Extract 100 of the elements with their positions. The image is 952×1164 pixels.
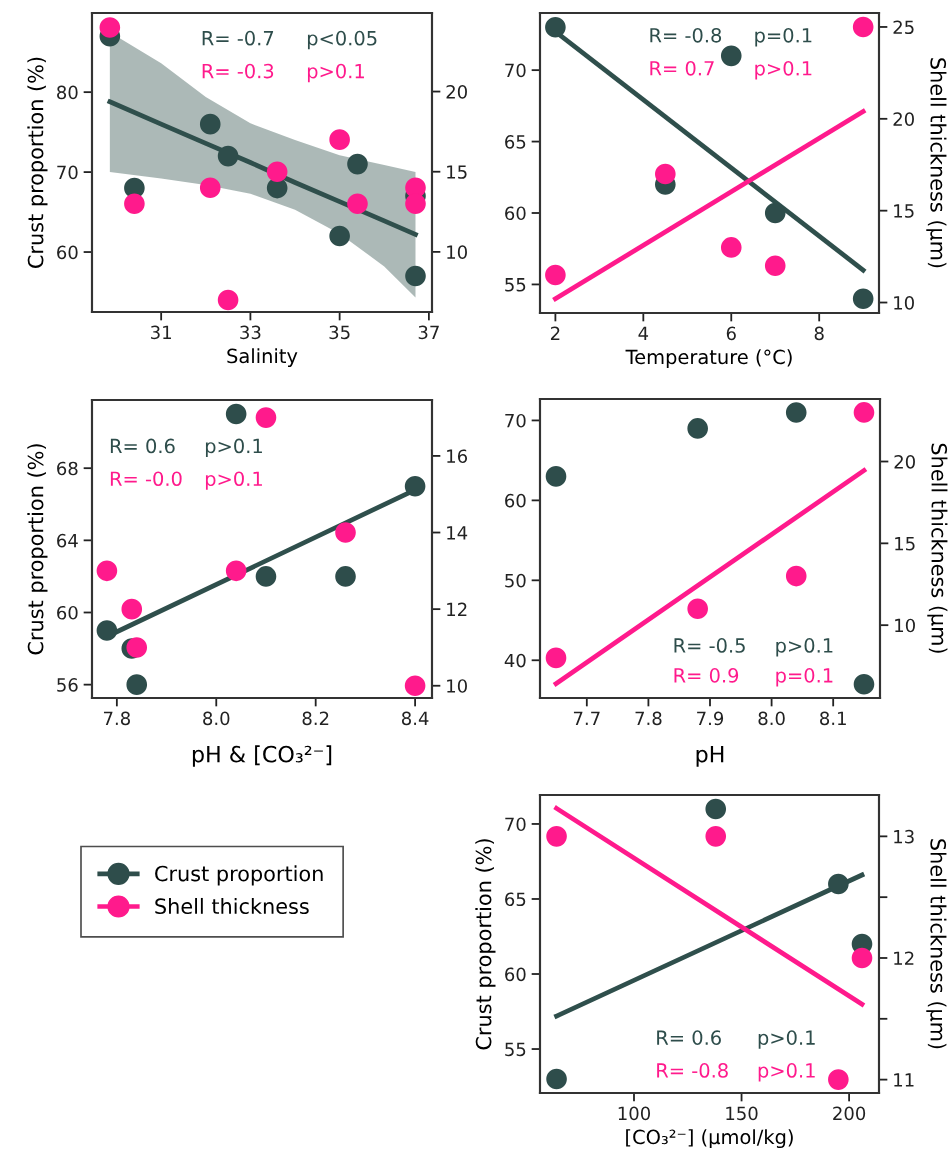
x-axis-title: pH xyxy=(696,746,724,767)
point xyxy=(785,402,807,423)
x-tick-label: 8.0 xyxy=(758,711,785,726)
point xyxy=(852,288,874,310)
x-axis-title: pH & [CO₃²⁻] xyxy=(192,745,332,767)
point xyxy=(121,598,143,620)
point xyxy=(335,566,356,587)
annotation: R= -0.5 xyxy=(674,638,745,653)
y-tick-label: 60 xyxy=(505,967,526,982)
y-tick-label: 40 xyxy=(504,653,526,668)
y-tick-label: 56 xyxy=(57,678,78,692)
point xyxy=(347,153,368,175)
point xyxy=(546,1068,567,1090)
y2-tick-label: 14 xyxy=(447,526,468,540)
point xyxy=(217,145,239,167)
y-tick-label: 70 xyxy=(505,413,526,428)
point xyxy=(705,826,727,847)
y-tick-label: 64 xyxy=(57,533,78,548)
point xyxy=(255,566,277,587)
y-tick-label: 70 xyxy=(57,165,78,180)
point xyxy=(545,16,566,38)
y-tick-label: 70 xyxy=(505,63,526,78)
point xyxy=(225,403,247,425)
y2-tick-label: 11 xyxy=(894,1073,914,1087)
y2-tick-label: 13 xyxy=(894,829,914,844)
y2-tick-label: 20 xyxy=(894,454,915,469)
y2-tick-label: 15 xyxy=(447,165,467,179)
x-tick-label: 8.1 xyxy=(820,711,846,726)
point xyxy=(124,193,145,215)
x-tick-label: 4 xyxy=(638,326,649,340)
y-tick-label: 60 xyxy=(57,605,78,620)
point xyxy=(199,113,221,135)
y2-tick-label: 15 xyxy=(895,537,915,551)
point xyxy=(545,466,567,487)
point xyxy=(405,193,426,215)
annotation: p>0.1 xyxy=(758,1063,815,1082)
y2-tick-label: 12 xyxy=(894,951,914,965)
x-tick-label: 100 xyxy=(618,1106,651,1121)
point xyxy=(720,45,742,67)
annotation: p>0.1 xyxy=(758,1030,815,1049)
annotation: R= 0.9 xyxy=(674,668,739,683)
y-tick-label: 68 xyxy=(57,461,78,476)
annotation: R= 0.6 xyxy=(657,1030,721,1045)
point xyxy=(96,560,118,582)
point xyxy=(225,560,247,582)
x-tick-label: 7.8 xyxy=(635,711,662,726)
annotation: p=0.1 xyxy=(776,668,833,687)
point xyxy=(785,565,807,587)
annotation: p>0.1 xyxy=(755,60,812,80)
y2-tick-label: 20 xyxy=(446,85,467,99)
y-tick-label: 70 xyxy=(505,817,526,832)
point xyxy=(546,826,567,847)
point xyxy=(99,17,121,38)
x-tick-label: 200 xyxy=(833,1106,866,1121)
annotation: R= -0.3 xyxy=(202,63,274,79)
point xyxy=(828,873,849,895)
point xyxy=(255,407,277,428)
legend-label: Crust proportion xyxy=(155,865,323,886)
point xyxy=(199,177,221,199)
annotation: p>0.1 xyxy=(205,438,262,458)
x-tick-label: 8 xyxy=(814,326,824,341)
x-tick-label: 2 xyxy=(550,326,560,340)
y-tick-label: 55 xyxy=(505,278,526,292)
point xyxy=(655,163,676,185)
point xyxy=(347,193,368,215)
annotation: p>0.1 xyxy=(776,638,833,657)
point xyxy=(851,947,873,969)
y2-tick-label: 15 xyxy=(894,204,914,218)
point xyxy=(545,647,567,669)
point xyxy=(705,798,727,820)
point xyxy=(853,673,875,695)
x-tick-label: 33 xyxy=(240,325,261,340)
y2-tick-label: 25 xyxy=(893,20,914,35)
point xyxy=(545,264,566,286)
annotation: p=0.1 xyxy=(755,27,812,47)
y2-tick-label: 20 xyxy=(893,112,914,126)
y2-tick-label: 10 xyxy=(447,679,467,693)
x-tick-label: 6 xyxy=(726,326,736,341)
point xyxy=(126,637,148,658)
y2-axis-title: Shell thickness (μm) xyxy=(926,58,947,268)
y2-tick-label: 12 xyxy=(447,602,467,616)
point xyxy=(720,237,742,258)
point xyxy=(764,255,786,277)
y2-tick-label: 10 xyxy=(895,618,915,633)
point xyxy=(852,16,874,38)
point xyxy=(329,225,350,247)
x-axis-title: Salinity xyxy=(227,348,298,368)
annotation: R= 0.7 xyxy=(650,60,714,76)
y2-axis-title: Shell thickness (μm) xyxy=(926,839,947,1049)
point xyxy=(687,598,708,620)
y2-tick-label: 10 xyxy=(894,295,914,310)
y2-axis-title: Shell thickness (μm) xyxy=(927,443,948,653)
x-tick-label: 8.2 xyxy=(302,711,329,726)
point xyxy=(126,674,148,695)
point xyxy=(404,475,426,497)
y-tick-label: 60 xyxy=(505,206,526,221)
y2-tick-label: 10 xyxy=(447,245,467,259)
x-tick-label: 35 xyxy=(329,325,350,340)
annotation: p>0.1 xyxy=(307,63,364,83)
y-tick-label: 80 xyxy=(57,85,78,100)
